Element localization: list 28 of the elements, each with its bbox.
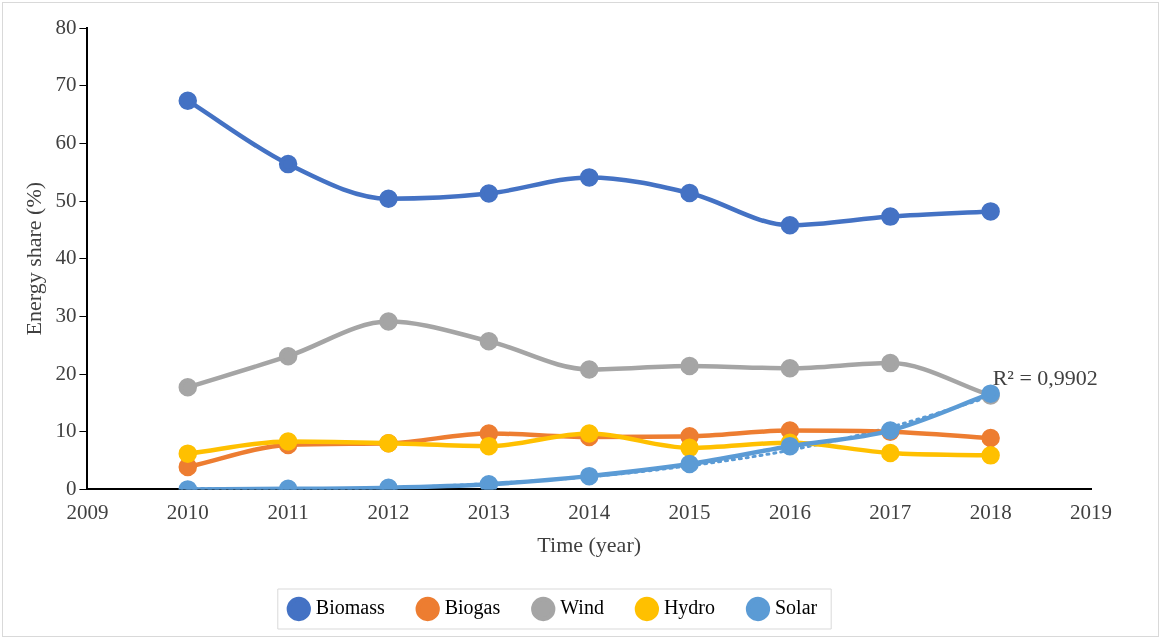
legend-label: Wind: [560, 596, 604, 619]
y-tick-label: 80: [55, 14, 77, 39]
x-tick-label: 2016: [768, 499, 811, 524]
y-tick-label: 20: [55, 360, 77, 385]
legend-label: Biogas: [444, 596, 501, 620]
x-tick-label: 2015: [668, 499, 711, 524]
x-tick-label: 2011: [267, 499, 309, 524]
x-tick-label: 2009: [66, 499, 109, 524]
y-tick-label: 0: [65, 475, 77, 500]
x-tick-label: 2019: [1070, 499, 1112, 524]
x-tick-label: 2017: [869, 499, 912, 524]
y-tick-label: 60: [55, 129, 77, 154]
x-tick-label: 2018: [969, 499, 1012, 524]
y-tick-label: 40: [55, 245, 77, 270]
y-tick-label: 30: [55, 302, 77, 327]
y-tick-label: 50: [55, 187, 77, 212]
annotation: R² = 0,9902: [992, 365, 1098, 391]
y-tick-label: 70: [55, 72, 77, 97]
x-tick-label: 2010: [166, 499, 209, 524]
x-tick-label: 2012: [367, 499, 410, 524]
legend-label: Biomass: [315, 596, 385, 619]
x-tick-label: 2014: [568, 499, 611, 524]
y-axis-title: Energy share (%): [20, 181, 46, 336]
legend-label: Solar: [774, 596, 818, 619]
x-tick-label: 2013: [467, 499, 510, 524]
legend-label: Hydro: [663, 596, 715, 620]
y-tick-label: 10: [55, 418, 77, 443]
x-axis-title: Time (year): [537, 531, 642, 557]
